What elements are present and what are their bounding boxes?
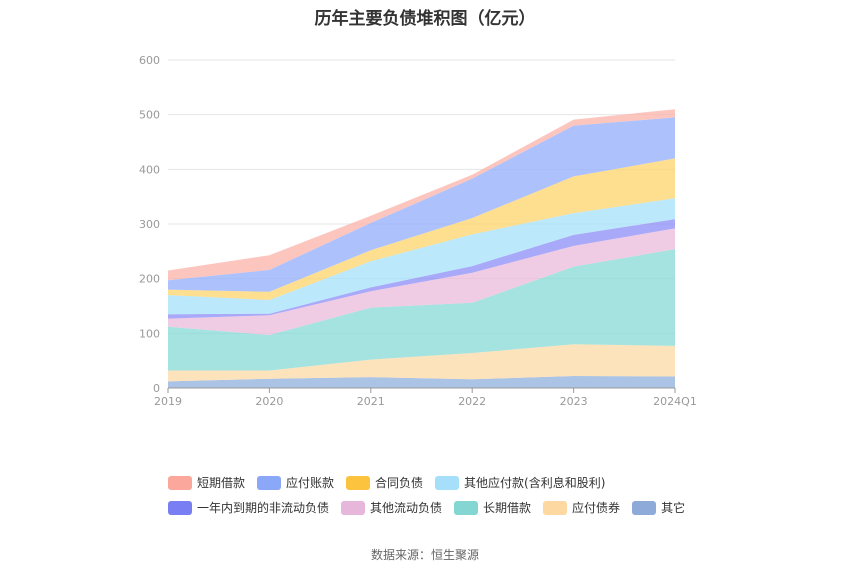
legend-row-1: 短期借款 应付账款 合同负债 其他应付款(含利息和股利) (168, 470, 728, 495)
legend-label: 短期借款 (197, 476, 246, 490)
area-series-7 (168, 117, 675, 292)
stacked-area-chart: 0 100 200 300 400 500 600 2019 2020 2021 2022 2023 2… (139, 54, 697, 408)
legend-swatch (168, 500, 192, 515)
y-tick-label: 0 (153, 382, 160, 395)
y-tick-label: 100 (139, 327, 160, 340)
data-source-note: 数据来源：恒生聚源 (370, 548, 479, 562)
legend-item[interactable]: 其他应付款(含利息和股利) (435, 474, 605, 491)
legend-item[interactable]: 一年内到期的非流动负债 (168, 499, 329, 516)
area-series-1 (168, 344, 675, 382)
area-series-8 (168, 109, 675, 281)
x-tick-label: 2023 (560, 395, 588, 408)
x-tick-label: 2019 (154, 395, 182, 408)
legend-item[interactable]: 长期借款 (454, 499, 531, 516)
legend-label: 其它 (661, 501, 686, 515)
legend-item[interactable]: 短期借款 (168, 474, 245, 491)
y-tick-label: 300 (139, 218, 160, 231)
legend-label: 一年内到期的非流动负债 (197, 501, 330, 515)
legend-item[interactable]: 应付账款 (257, 474, 334, 491)
y-tick-label: 200 (139, 273, 160, 286)
area-series-group (168, 109, 675, 388)
legend-row-2: 一年内到期的非流动负债 其他流动负债 长期借款 应付债券 其它 (168, 495, 728, 520)
y-tick-label: 600 (139, 54, 160, 67)
legend-swatch (543, 500, 568, 515)
y-tick-label: 500 (139, 109, 160, 122)
legend-item[interactable]: 其他流动负债 (341, 499, 442, 516)
area-series-0 (168, 376, 675, 388)
legend-item[interactable]: 合同负债 (346, 474, 423, 491)
legend-label: 其他应付款(含利息和股利) (464, 476, 606, 490)
legend-label: 应付账款 (286, 476, 335, 490)
legend-swatch (454, 500, 479, 515)
legend-swatch (257, 475, 282, 490)
legend-label: 其他流动负债 (370, 501, 443, 515)
legend-item[interactable]: 应付债券 (543, 499, 620, 516)
area-series-6 (168, 158, 675, 300)
x-tick-label: 2020 (255, 395, 283, 408)
legend-swatch (346, 475, 371, 490)
y-tick-label: 400 (139, 163, 160, 176)
legend-label: 应付债券 (572, 501, 621, 515)
legend: 短期借款 应付账款 合同负债 其他应付款(含利息和股利) 一年内到期的非流动负债 其他流… (168, 470, 728, 520)
chart-title: 历年主要负债堆积图（亿元） (314, 9, 536, 29)
legend-swatch (632, 500, 657, 515)
legend-label: 合同负债 (375, 476, 424, 490)
legend-swatch (168, 475, 192, 490)
legend-item[interactable]: 其它 (632, 499, 685, 516)
legend-swatch (435, 475, 460, 490)
area-series-2 (168, 249, 675, 371)
x-tick-label: 2022 (458, 395, 486, 408)
axes: 0 100 200 300 400 500 600 2019 2020 2021 2022 2023 2… (139, 54, 697, 408)
x-tick-label: 2024Q1 (653, 395, 697, 408)
area-series-4 (168, 219, 675, 319)
legend-swatch (341, 500, 366, 515)
x-tick-label: 2021 (357, 395, 385, 408)
area-series-3 (168, 228, 675, 335)
area-series-5 (168, 198, 675, 315)
legend-label: 长期借款 (483, 501, 532, 515)
